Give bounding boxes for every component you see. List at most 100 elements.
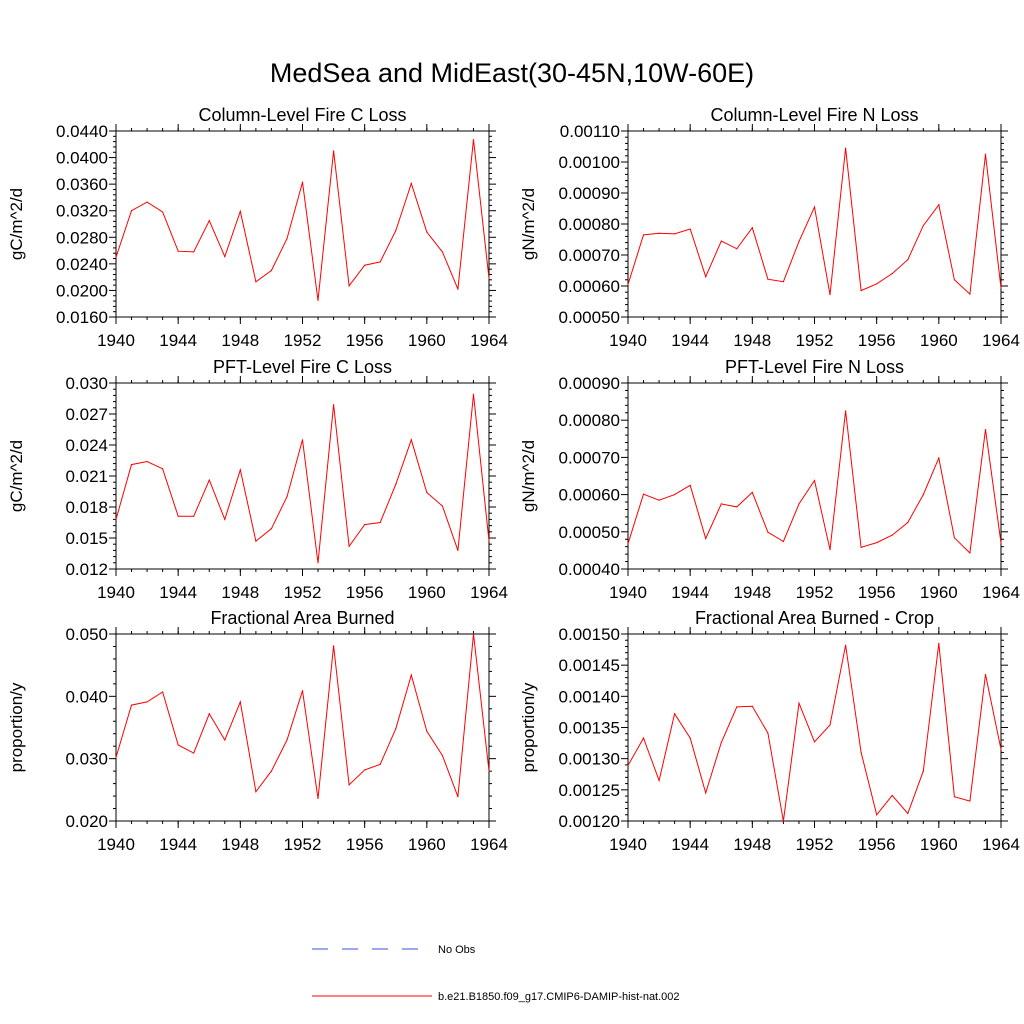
data-point <box>208 479 210 481</box>
data-point <box>689 484 691 486</box>
x-tick-label: 1944 <box>159 331 197 350</box>
x-tick-label: 1952 <box>796 583 834 602</box>
data-point <box>736 706 738 708</box>
data-point <box>224 739 226 741</box>
y-tick-label: 0.0280 <box>56 228 108 247</box>
y-tick-label: 0.0200 <box>56 281 108 300</box>
data-point <box>379 521 381 524</box>
data-point <box>255 791 257 793</box>
y-tick-label: 0.00120 <box>559 812 620 831</box>
data-point <box>193 251 195 253</box>
y-tick-label: 0.0240 <box>56 255 108 274</box>
y-tick-label: 0.0360 <box>56 175 108 194</box>
data-point <box>472 139 475 141</box>
y-axis-label: gN/m^2/d <box>519 188 538 260</box>
data-point <box>860 546 862 549</box>
x-tick-label: 1948 <box>733 835 771 854</box>
data-point <box>348 285 350 287</box>
chart-panel-3: 1940 1944 1948 1952 1956 1960 1964 0.012 0.015 0.… <box>7 357 508 602</box>
data-point <box>674 494 676 496</box>
chart-title: Fractional Area Burned <box>210 608 394 628</box>
x-tick-label: 1956 <box>346 331 384 350</box>
x-tick-label: 1960 <box>408 331 446 350</box>
data-point <box>829 549 831 551</box>
page-title: MedSea and MidEast(30-45N,10W-60E) <box>269 58 755 88</box>
x-tick-label: 1940 <box>609 835 647 854</box>
data-point <box>767 278 769 280</box>
data-point <box>441 505 443 507</box>
data-point <box>876 283 878 285</box>
data-point <box>798 503 800 505</box>
data-point <box>938 204 940 206</box>
data-point <box>751 705 753 707</box>
data-point <box>984 153 987 155</box>
chart-title: PFT-Level Fire C Loss <box>213 357 392 377</box>
data-point <box>860 751 862 754</box>
data-point <box>782 540 785 543</box>
x-tick-label: 1948 <box>221 331 259 350</box>
series-line <box>115 633 490 799</box>
data-point <box>317 797 319 800</box>
y-tick-label: 0.00090 <box>559 374 620 393</box>
y-tick-label: 0.050 <box>65 625 108 644</box>
data-point <box>642 737 645 739</box>
data-point <box>674 233 676 235</box>
data-point <box>348 784 350 786</box>
data-point <box>984 428 987 431</box>
data-point <box>348 545 350 547</box>
x-tick-label: 1964 <box>470 583 508 602</box>
y-axis-label: gN/m^2/d <box>519 440 538 512</box>
legend: No Obs b.e21.B1850.f09_g17.CMIP6-DAMIP-hi… <box>312 944 680 1003</box>
y-tick-label: 0.021 <box>65 467 108 486</box>
data-point <box>317 299 319 301</box>
data-point <box>689 228 691 230</box>
x-tick-label: 1940 <box>97 331 135 350</box>
data-point <box>736 248 738 250</box>
data-point <box>922 224 924 227</box>
y-tick-label: 0.00070 <box>559 448 620 467</box>
data-point <box>907 259 909 261</box>
data-point <box>130 210 133 212</box>
x-tick-label: 1956 <box>858 583 896 602</box>
data-point <box>938 457 940 459</box>
x-tick-label: 1944 <box>159 835 197 854</box>
y-tick-label: 0.00100 <box>559 153 620 172</box>
data-point <box>130 464 133 466</box>
data-point <box>332 645 335 647</box>
x-tick-label: 1940 <box>609 583 647 602</box>
y-tick-label: 0.00090 <box>559 184 620 203</box>
data-point <box>193 752 195 754</box>
y-tick-label: 0.0160 <box>56 308 108 327</box>
x-tick-label: 1944 <box>671 835 709 854</box>
data-point <box>270 528 273 530</box>
data-point <box>441 754 443 757</box>
data-point <box>969 293 971 295</box>
data-point <box>162 691 164 693</box>
data-point <box>969 800 971 802</box>
x-tick-label: 1952 <box>284 583 322 602</box>
data-point <box>146 201 148 203</box>
data-point <box>891 273 893 275</box>
data-point <box>953 796 955 798</box>
data-point <box>270 269 273 272</box>
y-tick-label: 0.00040 <box>559 560 620 579</box>
data-point <box>705 537 707 540</box>
y-axis-label: proportion/y <box>519 682 538 772</box>
data-point <box>332 150 335 152</box>
data-point <box>751 227 753 229</box>
y-tick-label: 0.00080 <box>559 215 620 234</box>
x-tick-label: 1960 <box>920 583 958 602</box>
data-point <box>829 294 831 296</box>
x-tick-label: 1944 <box>671 331 709 350</box>
series-line <box>627 410 1002 555</box>
x-tick-label: 1960 <box>408 835 446 854</box>
y-tick-label: 0.0320 <box>56 202 108 221</box>
y-tick-label: 0.00080 <box>559 411 620 430</box>
x-tick-label: 1956 <box>858 835 896 854</box>
y-tick-label: 0.030 <box>65 750 108 769</box>
chart-title: Column-Level Fire C Loss <box>198 105 406 125</box>
data-point <box>813 479 816 482</box>
data-point <box>255 540 257 542</box>
data-point <box>813 741 816 743</box>
